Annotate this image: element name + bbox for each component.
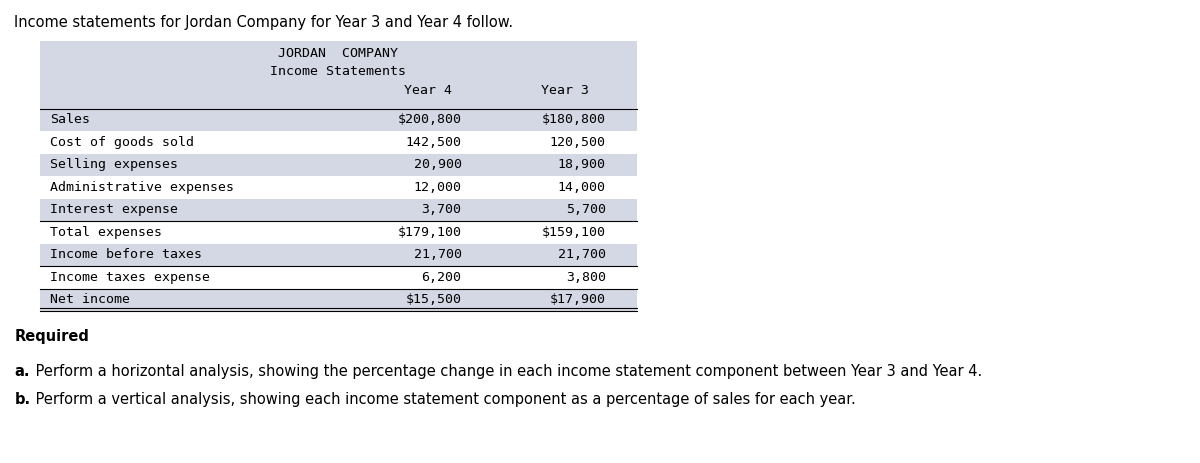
Text: 21,700: 21,700 [558, 248, 606, 261]
Text: Year 3: Year 3 [541, 83, 589, 97]
Text: Required: Required [14, 329, 89, 344]
Text: $15,500: $15,500 [406, 293, 462, 306]
Text: b.: b. [14, 392, 30, 407]
Text: Administrative expenses: Administrative expenses [50, 181, 234, 194]
Text: 21,700: 21,700 [414, 248, 462, 261]
Text: 3,800: 3,800 [566, 271, 606, 284]
Text: Cost of goods sold: Cost of goods sold [50, 136, 194, 149]
Text: Selling expenses: Selling expenses [50, 158, 178, 171]
Text: Net income: Net income [50, 293, 130, 306]
Text: 120,500: 120,500 [550, 136, 606, 149]
Text: Perform a horizontal analysis, showing the percentage change in each income stat: Perform a horizontal analysis, showing t… [31, 364, 982, 379]
Text: 142,500: 142,500 [406, 136, 462, 149]
Text: $200,800: $200,800 [397, 113, 462, 126]
Text: $179,100: $179,100 [397, 226, 462, 239]
Text: Year 4: Year 4 [404, 83, 452, 97]
Text: 20,900: 20,900 [414, 158, 462, 171]
FancyBboxPatch shape [41, 266, 636, 288]
Text: 14,000: 14,000 [558, 181, 606, 194]
Text: Interest expense: Interest expense [50, 203, 178, 216]
FancyBboxPatch shape [41, 131, 636, 154]
Text: $17,900: $17,900 [550, 293, 606, 306]
Text: 12,000: 12,000 [414, 181, 462, 194]
Text: $180,800: $180,800 [542, 113, 606, 126]
Text: Income before taxes: Income before taxes [50, 248, 202, 261]
Text: $159,100: $159,100 [542, 226, 606, 239]
Text: Income statements for Jordan Company for Year 3 and Year 4 follow.: Income statements for Jordan Company for… [14, 15, 514, 30]
Text: Perform a vertical analysis, showing each income statement component as a percen: Perform a vertical analysis, showing eac… [31, 392, 856, 407]
Text: Income taxes expense: Income taxes expense [50, 271, 210, 284]
Text: a.: a. [14, 364, 30, 379]
Text: 6,200: 6,200 [421, 271, 462, 284]
Text: 3,700: 3,700 [421, 203, 462, 216]
Text: JORDAN  COMPANY: JORDAN COMPANY [278, 47, 398, 60]
Text: Income Statements: Income Statements [270, 65, 407, 78]
FancyBboxPatch shape [41, 176, 636, 199]
Text: 5,700: 5,700 [566, 203, 606, 216]
FancyBboxPatch shape [41, 221, 636, 244]
Text: 18,900: 18,900 [558, 158, 606, 171]
Text: Sales: Sales [50, 113, 90, 126]
Text: Total expenses: Total expenses [50, 226, 162, 239]
FancyBboxPatch shape [41, 41, 636, 311]
